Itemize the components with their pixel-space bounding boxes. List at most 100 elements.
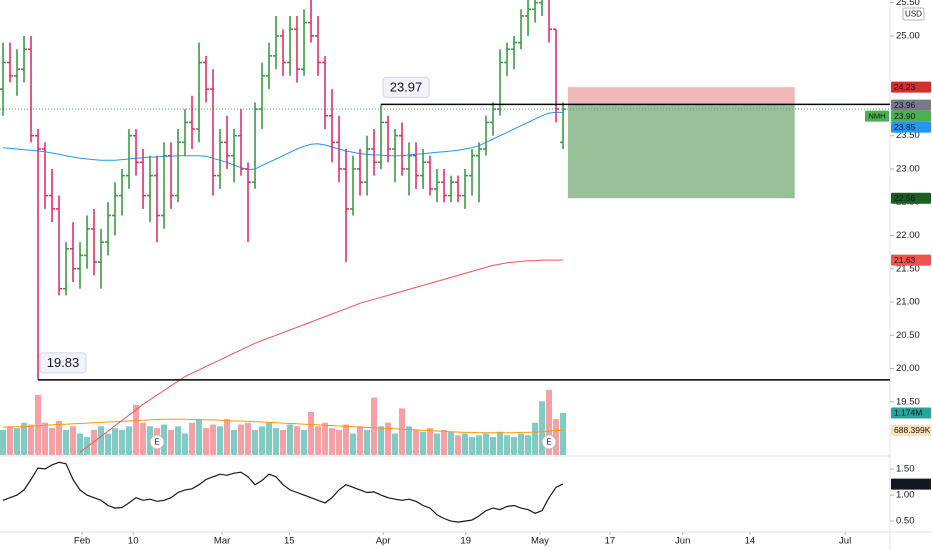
volume-bar [476, 435, 483, 455]
volume-bar [35, 394, 42, 455]
volume-bar [140, 422, 147, 455]
ma-slow-tag: 21.63 [894, 255, 916, 265]
volume-bar [98, 426, 105, 455]
volume-bar [469, 437, 476, 455]
volume-bar [210, 424, 217, 455]
ma-fast-tag-box [891, 121, 931, 133]
y-tick-label: 19.50 [896, 396, 920, 407]
volume-bar [14, 428, 21, 455]
x-tick-label: Jul [839, 536, 851, 547]
level-label-box [382, 76, 430, 98]
level-label: 23.97 [390, 79, 423, 94]
volume-bar [266, 422, 273, 455]
volume-bar [21, 422, 28, 455]
volume-bar [175, 426, 182, 455]
volume-bar [560, 412, 567, 455]
target-zone [567, 105, 795, 199]
x-tick-label: 19 [460, 536, 471, 547]
symbol-tag: NMH [868, 112, 885, 121]
stop-tag-box [891, 81, 931, 93]
y-tick-label: 23.50 [896, 130, 920, 141]
osc-tick-label: 1.00 [896, 490, 915, 501]
symbol-box [865, 110, 889, 122]
volume-bar [441, 429, 448, 455]
oscillator-line [2, 461, 564, 523]
volume-bar [420, 431, 427, 455]
volume-bar [42, 422, 49, 455]
volume-bar [91, 429, 98, 455]
osc-tick-label: 1.50 [896, 464, 915, 475]
volume-bar [273, 428, 280, 455]
volume-bar [133, 404, 140, 455]
volume-bar [56, 420, 63, 455]
ma-fast-tag: 23.85 [894, 122, 916, 132]
volume-bar [70, 426, 77, 455]
x-tick-label: May [531, 536, 549, 547]
volume-bar [553, 419, 560, 455]
volume-bar [287, 424, 294, 455]
volume-bar [119, 429, 126, 455]
earnings-label: E [154, 438, 159, 447]
y-tick-label: 23.00 [896, 163, 920, 174]
y-tick-label: 21.00 [896, 297, 920, 308]
volume-bar [280, 429, 287, 455]
x-tick-label: 14 [745, 536, 756, 547]
volume-bar [28, 424, 35, 455]
ma-slow-tag-box [891, 254, 931, 266]
volume-ma-tag-box [891, 424, 931, 436]
earnings-marker [541, 434, 557, 450]
volume-bar [427, 428, 434, 455]
volume-bar [343, 424, 350, 455]
last-price-tag: 23.90 [894, 111, 916, 121]
volume-bar [364, 429, 371, 455]
oscillator-tag-box [891, 478, 931, 490]
volume-bar [259, 426, 266, 455]
volume-bar [497, 431, 504, 455]
volume-bar [462, 433, 469, 455]
volume-bar [392, 433, 399, 455]
volume-bar [203, 428, 210, 455]
oscillator-tag: 1.21 [894, 479, 911, 489]
currency-box [902, 7, 925, 21]
level-label-box [39, 352, 87, 374]
currency: USD [905, 10, 922, 19]
y-tick-label: 20.50 [896, 330, 920, 341]
volume-bar [434, 433, 441, 455]
entry-tag-box [891, 99, 931, 111]
y-tick-label: 20.00 [896, 363, 920, 374]
volume-bar [406, 426, 413, 455]
last-price-tag-box [891, 110, 931, 122]
volume-bar [308, 412, 315, 455]
volume-bar [112, 428, 119, 455]
volume-bar [357, 426, 364, 455]
y-tick-label: 21.50 [896, 263, 920, 274]
volume-bar [189, 422, 196, 455]
volume-bar [217, 426, 224, 455]
volume-bar [518, 433, 525, 455]
level-label: 19.83 [47, 355, 80, 370]
x-tick-label: 17 [605, 536, 616, 547]
volume-bar [532, 422, 539, 455]
volume-bar [168, 429, 175, 455]
earnings-marker [149, 434, 165, 450]
volume-bar [350, 433, 357, 455]
y-tick-label: 22.00 [896, 230, 920, 241]
volume-bar [336, 429, 343, 455]
volume-bar [231, 429, 238, 455]
volume-bar [385, 422, 392, 455]
y-tick-label: 25.50 [896, 0, 920, 8]
volume-bar [294, 426, 301, 455]
volume-bar [245, 422, 252, 455]
x-tick-label: 10 [128, 536, 139, 547]
x-tick-label: Mar [214, 536, 230, 547]
volume-ma-line [3, 418, 564, 434]
volume-bar [315, 426, 322, 455]
volume-bar [252, 429, 259, 455]
target-tag: 22.56 [894, 193, 916, 203]
volume-bar [448, 431, 455, 455]
volume-bar [511, 437, 518, 455]
